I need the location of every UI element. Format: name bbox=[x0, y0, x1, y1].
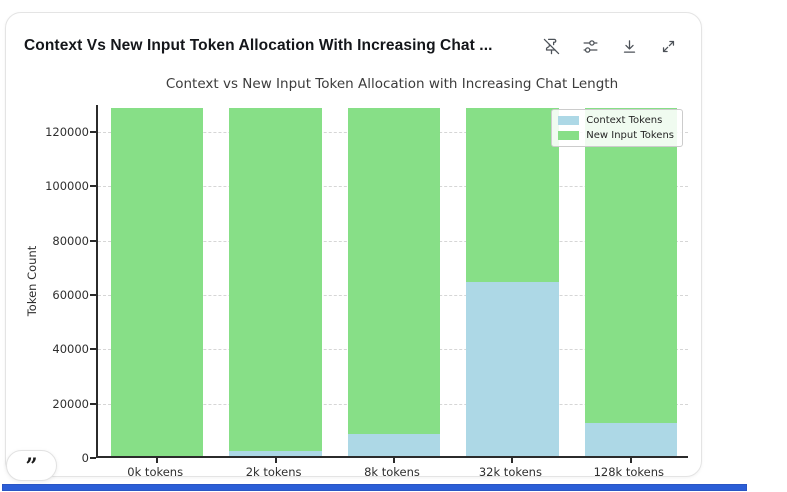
y-tick-mark bbox=[90, 348, 96, 351]
bar-8k-tokens-context-tokens bbox=[347, 434, 441, 456]
y-axis: 0 20000 40000 60000 80000 100000 120000 bbox=[6, 105, 89, 465]
legend-label: Context Tokens bbox=[586, 115, 663, 126]
y-tick-mark bbox=[90, 294, 96, 297]
y-tick-mark bbox=[90, 185, 96, 188]
x-tick-label: 128k tokens bbox=[593, 465, 665, 479]
y-tick-label: 80000 bbox=[52, 233, 89, 248]
legend-item: Context Tokens bbox=[558, 115, 674, 126]
y-tick-mark bbox=[90, 239, 96, 242]
quote-button[interactable]: ” bbox=[6, 450, 57, 481]
y-tick-label: 100000 bbox=[45, 179, 89, 194]
x-tick-mark bbox=[274, 458, 277, 463]
y-tick-label: 120000 bbox=[45, 125, 89, 140]
legend-label: New Input Tokens bbox=[586, 130, 674, 141]
y-tick-label: 20000 bbox=[52, 396, 89, 411]
download-icon[interactable] bbox=[620, 37, 638, 55]
pin-off-icon[interactable] bbox=[542, 37, 560, 55]
card-toolbar bbox=[542, 37, 681, 55]
bar-32k-tokens-context-tokens bbox=[466, 282, 559, 456]
legend-swatch-new-input bbox=[558, 131, 580, 140]
y-tick-mark bbox=[90, 457, 96, 459]
x-axis-labels: 0k tokens 2k tokens 8k tokens 32k tokens… bbox=[96, 465, 688, 479]
y-tick-label: 60000 bbox=[52, 288, 89, 303]
bar-128k-tokens-new-input-tokens bbox=[584, 108, 677, 424]
y-tick-label: 0 bbox=[81, 451, 89, 465]
x-tick-label: 8k tokens bbox=[364, 465, 420, 479]
expand-icon[interactable] bbox=[659, 37, 677, 55]
bar-128k-tokens-context-tokens bbox=[584, 423, 677, 456]
legend: Context Tokens New Input Tokens bbox=[551, 109, 683, 147]
bar-2k-tokens-new-input-tokens bbox=[229, 108, 322, 451]
x-tick-label: 32k tokens bbox=[478, 465, 542, 479]
y-tick-mark bbox=[90, 402, 96, 405]
x-tick-mark bbox=[511, 458, 514, 463]
sliders-icon[interactable] bbox=[581, 37, 599, 55]
x-tick-label: 0k tokens bbox=[127, 465, 184, 479]
legend-swatch-context bbox=[558, 116, 580, 125]
chart-title: Context vs New Input Token Allocation wi… bbox=[165, 76, 619, 92]
card-header: Context Vs New Input Token Allocation Wi… bbox=[6, 13, 701, 65]
bar-8k-tokens-new-input-tokens bbox=[347, 108, 441, 435]
legend-item: New Input Tokens bbox=[558, 130, 674, 141]
bar-2k-tokens-context-tokens bbox=[229, 450, 322, 456]
x-tick-label: 2k tokens bbox=[245, 465, 302, 479]
bar-0k-tokens-new-input-tokens bbox=[111, 108, 204, 456]
y-tick-label: 40000 bbox=[52, 342, 89, 357]
bar-32k-tokens-new-input-tokens bbox=[466, 108, 559, 283]
bottom-progress-bar bbox=[2, 484, 747, 491]
y-tick-mark bbox=[90, 131, 96, 134]
x-tick-mark bbox=[629, 458, 632, 463]
x-tick-mark bbox=[393, 458, 395, 463]
x-tick-mark bbox=[156, 458, 159, 463]
plot-area: Context Tokens New Input Tokens bbox=[90, 105, 688, 463]
card-title: Context Vs New Input Token Allocation Wi… bbox=[24, 37, 493, 54]
chart-card: Context Vs New Input Token Allocation Wi… bbox=[5, 12, 702, 479]
